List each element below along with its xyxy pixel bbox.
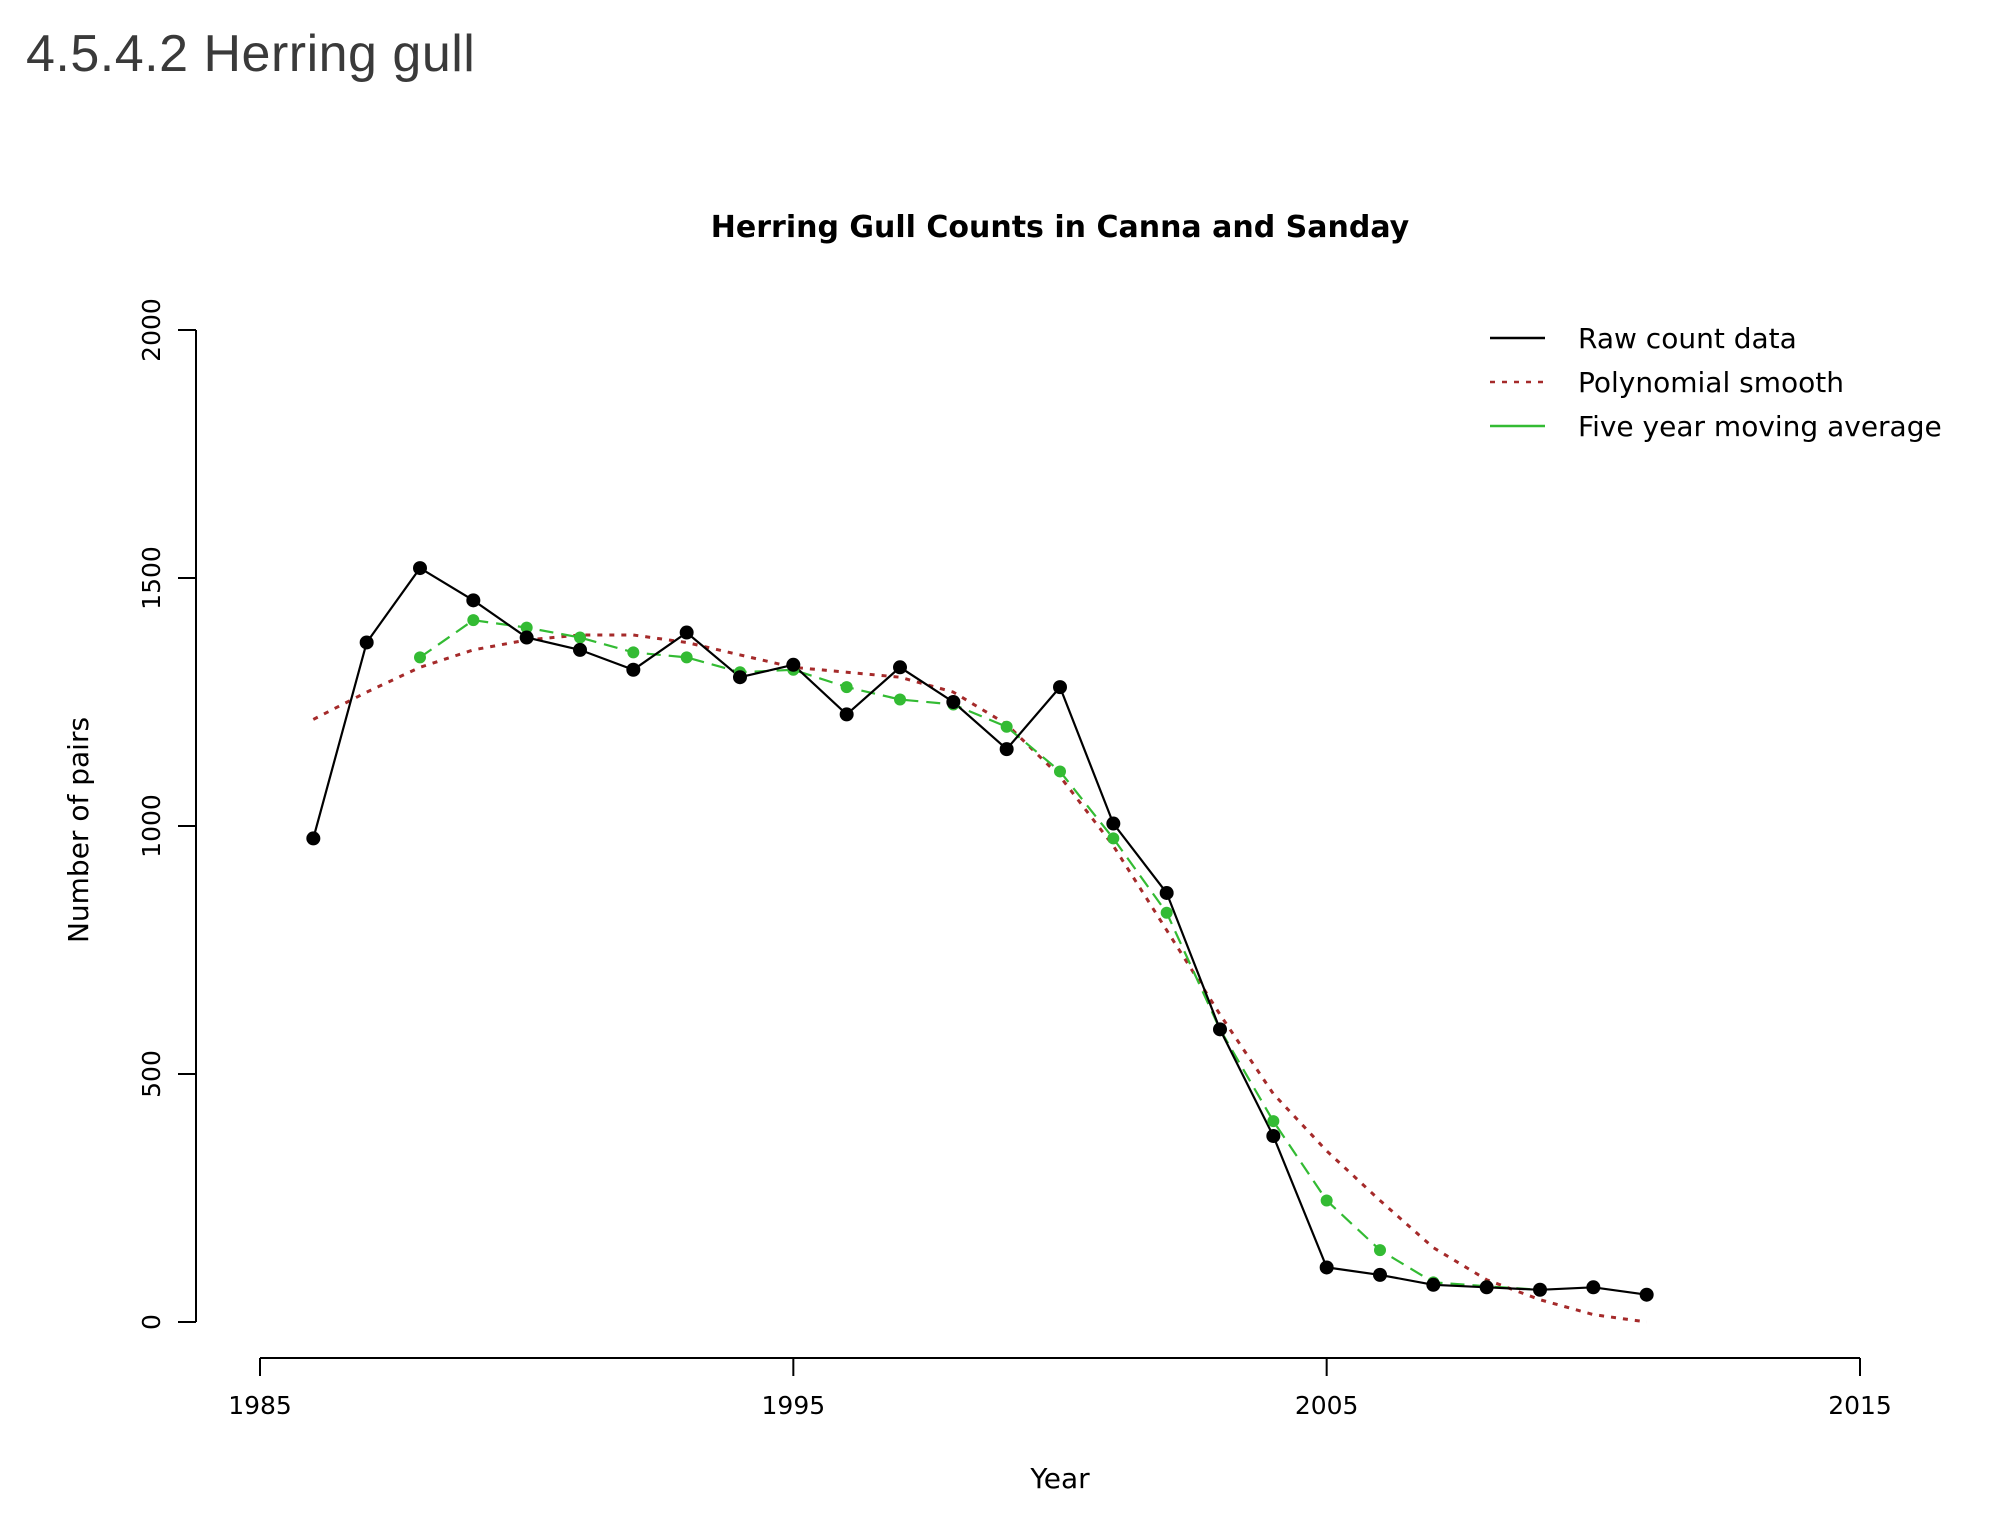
raw-count-point <box>306 831 321 846</box>
raw-count-point <box>359 635 374 650</box>
x-tick-label: 2015 <box>1828 1391 1892 1420</box>
moving-average-point <box>1054 765 1066 778</box>
legend: Raw count data Polynomial smooth Five year… <box>1490 322 1942 443</box>
raw-count-point <box>786 657 801 672</box>
raw-count-point <box>626 662 641 677</box>
raw-count-point <box>466 593 481 608</box>
y-axis-label: Number of pairs <box>62 717 95 943</box>
raw-count-point <box>1106 816 1121 831</box>
raw-count-point <box>1213 1022 1227 1037</box>
raw-count-point <box>999 742 1014 757</box>
section-heading: 4.5.4.2 Herring gull <box>26 25 476 83</box>
moving-average-point <box>574 631 586 644</box>
moving-average-point <box>1160 906 1173 919</box>
moving-average-point <box>467 614 480 627</box>
raw-count-point <box>1586 1280 1601 1295</box>
moving-average-point <box>1107 832 1120 845</box>
raw-count-point <box>679 625 694 640</box>
x-axis-label: Year <box>1029 1462 1090 1495</box>
raw-count-point <box>1479 1280 1494 1295</box>
moving-average-point <box>1320 1194 1333 1207</box>
chart-title: Herring Gull Counts in Canna and Sanday <box>711 210 1410 245</box>
series-line-polynomial-smooth <box>312 633 1647 1324</box>
moving-average-point <box>627 646 640 659</box>
y-tick-label: 0 <box>137 1314 166 1330</box>
raw-count-point <box>946 695 961 709</box>
moving-average-point <box>1374 1244 1386 1257</box>
moving-average-point <box>894 693 906 706</box>
raw-count-point <box>1533 1282 1547 1297</box>
legend-label: Five year moving average <box>1578 410 1942 443</box>
axes: 0 500 1000 1500 2000 1985 1995 2005 2015 <box>137 298 1892 1420</box>
raw-count-point <box>1426 1277 1441 1292</box>
raw-count-point <box>1266 1129 1281 1143</box>
raw-count-point <box>573 642 587 657</box>
series-line-moving-average <box>419 619 1541 1291</box>
x-tick-label: 1985 <box>228 1391 292 1420</box>
y-tick-label: 2000 <box>137 298 166 362</box>
raw-count-point <box>413 561 427 576</box>
raw-count-point <box>1053 680 1067 695</box>
raw-count-point <box>733 670 747 685</box>
raw-count-point <box>893 660 907 675</box>
moving-average-point <box>414 651 426 664</box>
raw-count-point <box>1159 885 1174 900</box>
legend-label: Raw count data <box>1578 322 1797 355</box>
moving-average-point <box>840 681 853 694</box>
legend-label: Polynomial smooth <box>1578 366 1844 399</box>
x-tick-label: 2005 <box>1295 1391 1359 1420</box>
raw-count-point <box>1319 1260 1334 1275</box>
moving-average-point <box>1267 1115 1280 1128</box>
series-line-raw-count <box>312 566 1647 1296</box>
plot-area <box>306 561 1654 1324</box>
moving-average-point <box>520 621 533 634</box>
y-tick-label: 1000 <box>137 794 166 858</box>
moving-average-point <box>1000 720 1013 733</box>
raw-count-point <box>1639 1287 1654 1302</box>
raw-count-point <box>519 630 534 645</box>
moving-average-point <box>680 651 693 664</box>
y-tick-label: 500 <box>137 1050 166 1098</box>
raw-count-point <box>1373 1267 1387 1282</box>
raw-count-point <box>839 707 854 722</box>
x-tick-label: 1995 <box>762 1391 826 1420</box>
y-tick-label: 1500 <box>137 546 166 610</box>
